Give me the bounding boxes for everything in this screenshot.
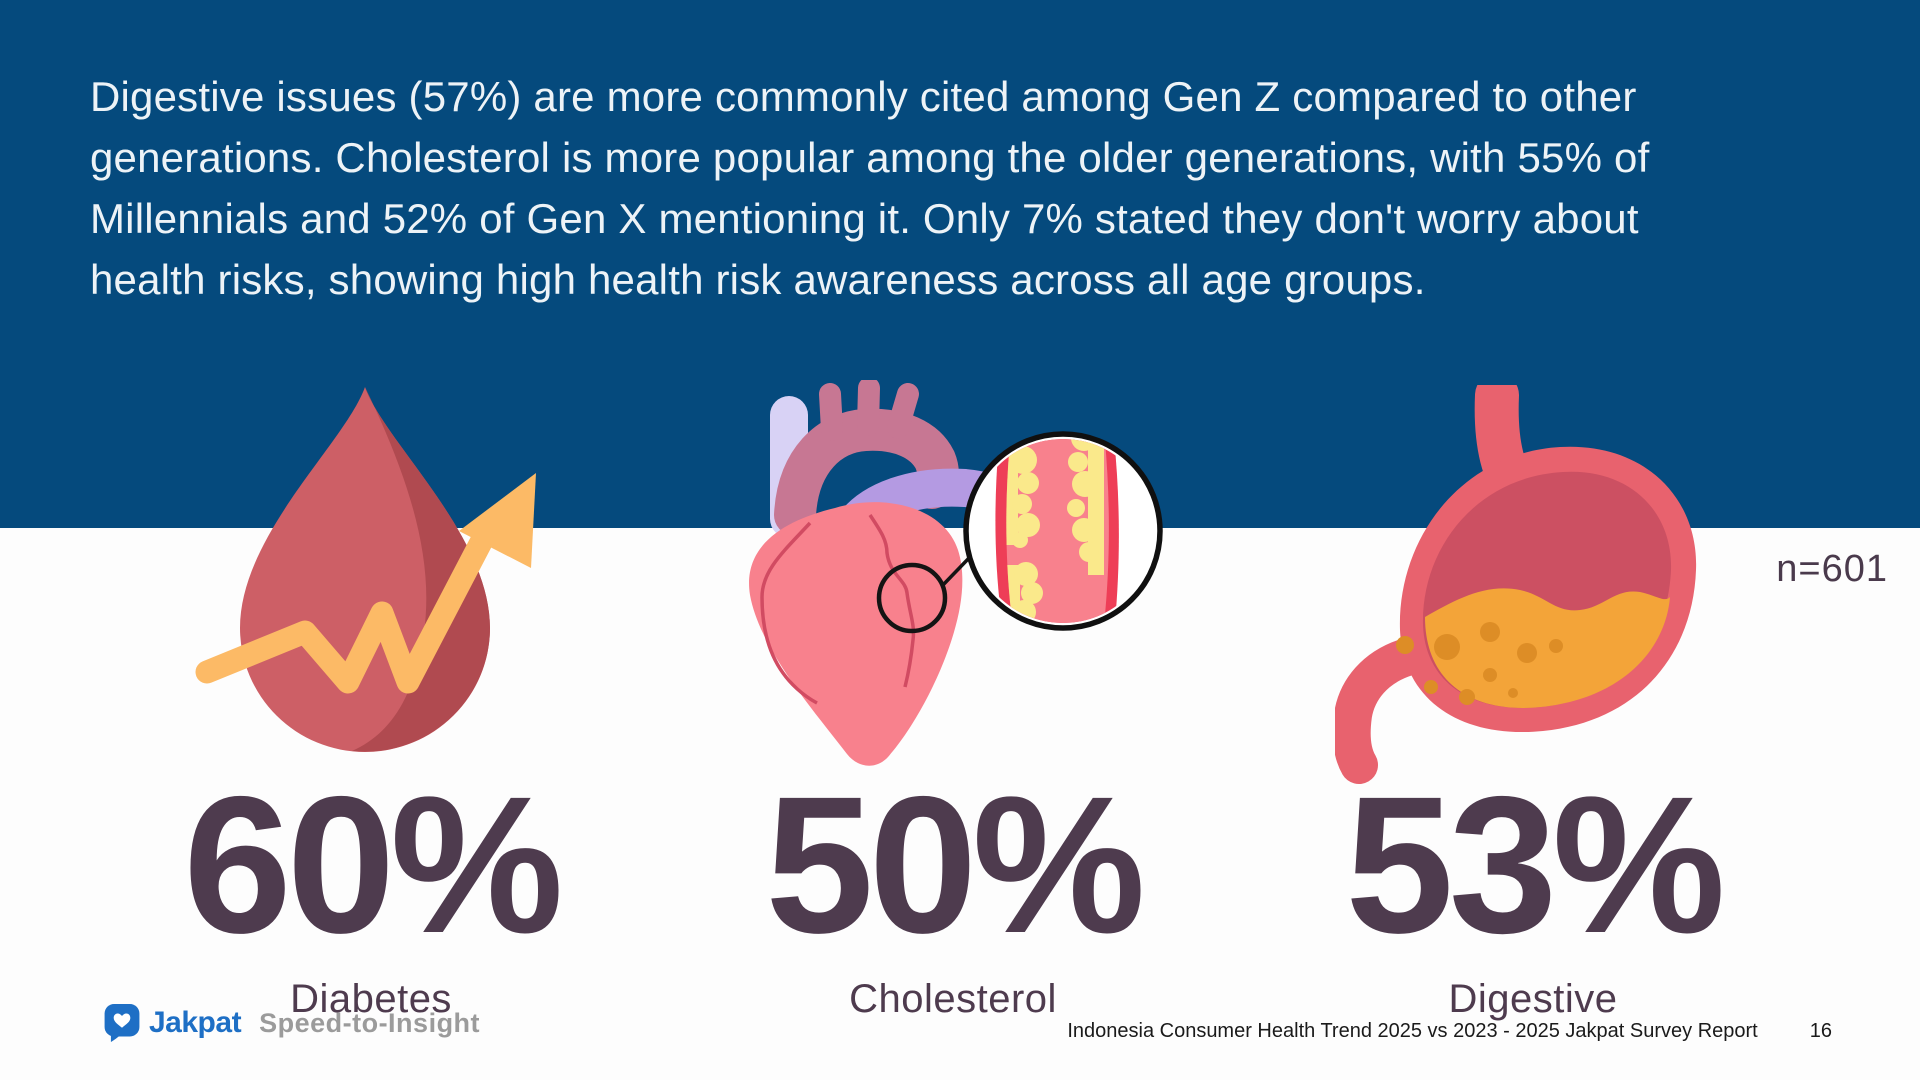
callout-circle [876,562,948,634]
heart-glyph-icon [113,1013,131,1028]
headline-line-3: Millennials and 52% of Gen X mentioning … [90,195,1639,242]
header-band [0,0,1920,528]
stat-diabetes: 60% Diabetes [71,768,671,1022]
page-number: 16 [1809,1020,1832,1042]
stomach-content-dots [1396,622,1563,705]
stat-label-digestive: Digestive [1448,977,1618,1021]
coronary-arteries [760,514,916,705]
jakpat-logo-icon [104,1004,140,1042]
stat-label-cholesterol: Cholesterol [849,977,1057,1021]
stat-label-diabetes: Diabetes [290,977,452,1021]
jakpat-logo-text: Jakpat [149,1006,242,1039]
stat-value-digestive: 53% [1345,756,1725,974]
stat-value-diabetes: 60% [183,756,563,974]
jakpat-tagline: Speed-to-Insight [259,1007,481,1038]
duodenum [1335,638,1426,784]
blood-drop-rising-arrow-icon [195,387,536,752]
headline-line-4: health risks, showing high health risk a… [90,256,1426,303]
plaque-blobs [1006,439,1104,623]
headline-line-1: Digestive issues (57%) are more commonly… [90,73,1637,120]
headline: Digestive issues (57%) are more commonly… [90,66,1649,310]
stat-value-cholesterol: 50% [765,756,1145,974]
footer-meta: Indonesia Consumer Health Trend 2025 vs … [1067,1020,1832,1043]
footer-logo: Jakpat Speed-to-Insight [103,1002,480,1044]
stat-digestive: 53% Digestive [1233,768,1833,1022]
stat-cholesterol: 50% Cholesterol [653,768,1253,1022]
heart-clogged-artery-magnifier-icon [749,380,1163,766]
report-title: Indonesia Consumer Health Trend 2025 vs … [1067,1020,1758,1042]
sample-size: n=601 [1776,548,1888,590]
stomach-icon [1335,385,1697,784]
headline-line-2: generations. Cholesterol is more popular… [90,134,1650,181]
